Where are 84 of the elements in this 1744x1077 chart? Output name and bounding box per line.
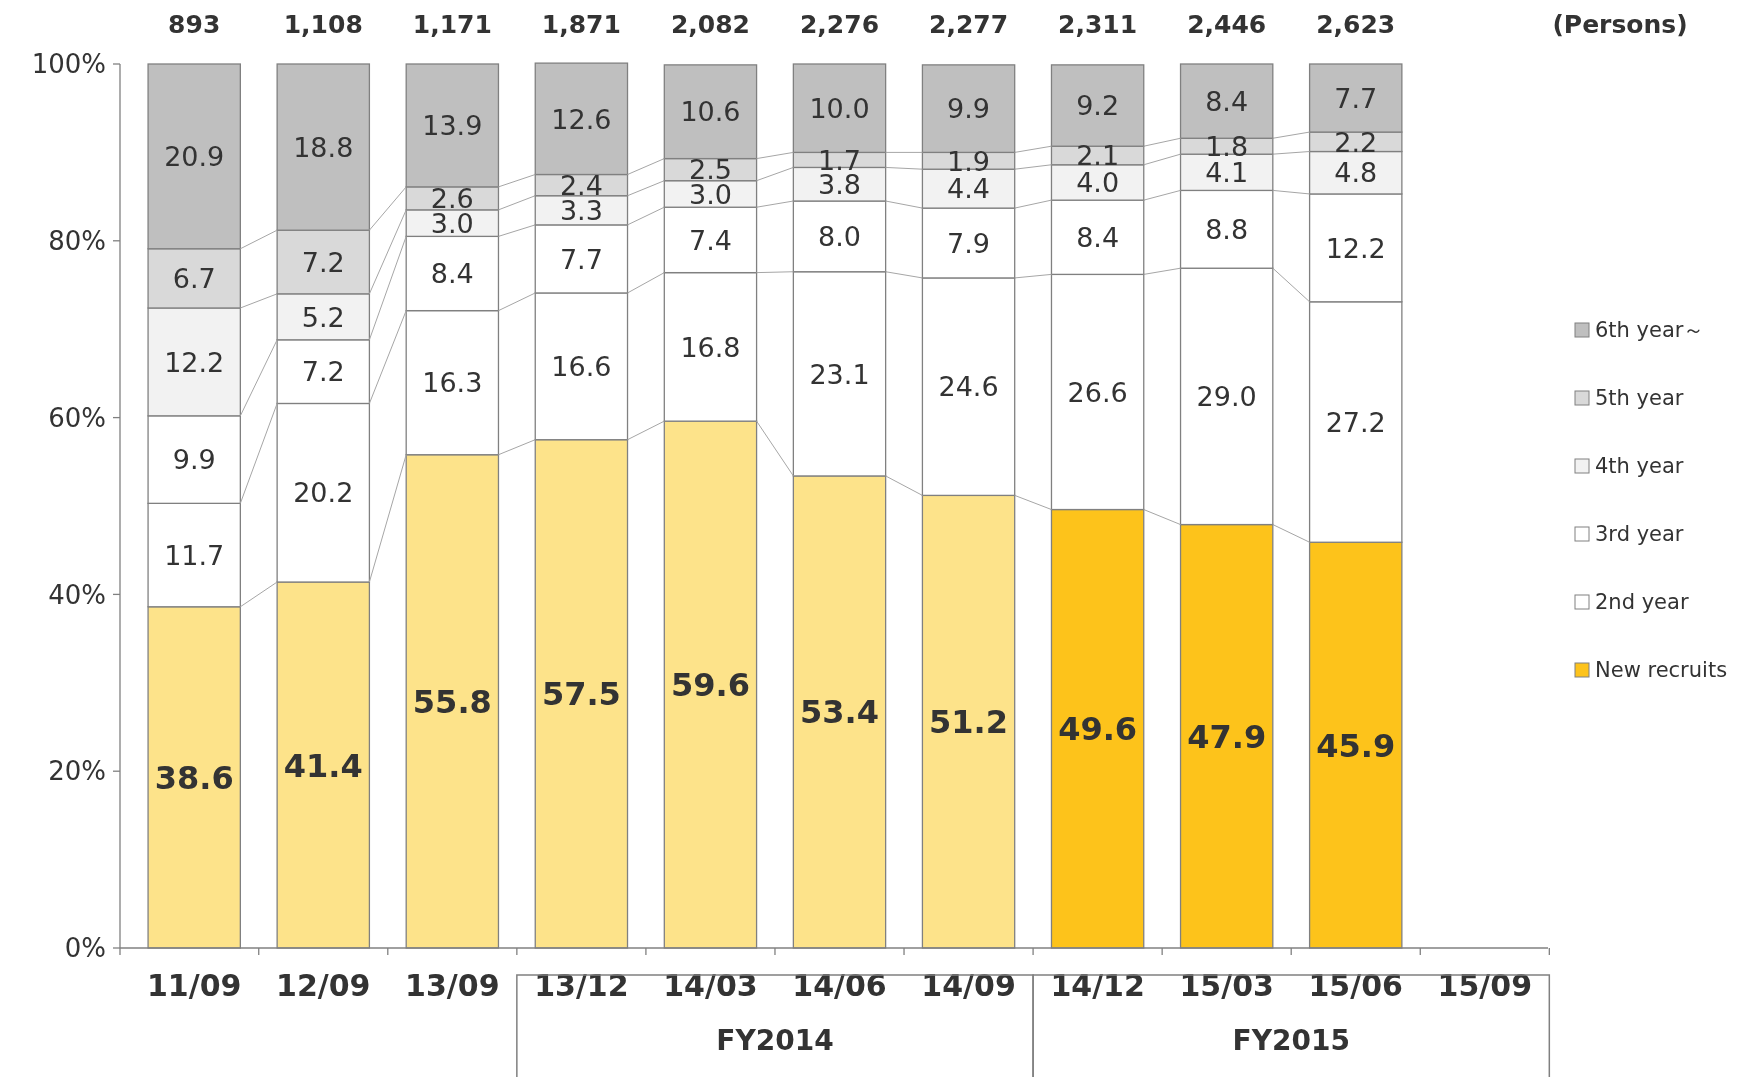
data-label: 41.4	[283, 746, 363, 785]
data-label: 3.0	[688, 178, 732, 210]
y-tick-label: 40%	[48, 579, 106, 610]
text: FY2014	[716, 1024, 834, 1057]
legend-label: New recruits	[1595, 658, 1728, 683]
data-label: 16.6	[551, 351, 612, 383]
data-label: 7.9	[947, 227, 991, 259]
data-label: 6.7	[172, 263, 216, 295]
text: 2,082	[670, 9, 750, 39]
text: 1,871	[541, 9, 621, 39]
data-label: 20.2	[293, 477, 354, 509]
data-label: 29.0	[1196, 381, 1257, 413]
x-tick-label: 14/12	[1050, 968, 1145, 1003]
data-label: 59.6	[670, 666, 750, 705]
data-label: 5.2	[301, 301, 345, 333]
data-label: 7.2	[301, 246, 345, 278]
data-label: 16.8	[680, 331, 741, 363]
x-tick-label: 13/12	[534, 968, 629, 1003]
data-label: 3.0	[430, 207, 474, 239]
data-label: 57.5	[541, 675, 621, 714]
legend-label: 6th year～	[1595, 318, 1705, 343]
x-tick-label: 14/09	[921, 968, 1016, 1003]
text: (Persons)	[1552, 9, 1688, 39]
data-label: 20.9	[164, 141, 225, 173]
data-label: 18.8	[293, 131, 354, 163]
data-label: 7.4	[688, 224, 732, 256]
y-tick-label: 100%	[31, 49, 106, 80]
data-label: 9.2	[1076, 90, 1120, 122]
data-label: 10.6	[680, 96, 741, 128]
data-label: 55.8	[412, 682, 492, 721]
x-tick-label: 15/03	[1179, 968, 1274, 1003]
x-tick-label: 12/09	[276, 968, 371, 1003]
data-label: 47.9	[1187, 717, 1267, 756]
data-label: 8.8	[1205, 214, 1249, 246]
text: 2,623	[1316, 9, 1396, 39]
data-label: 8.4	[1076, 221, 1120, 253]
x-tick-label: 13/09	[405, 968, 500, 1003]
data-label: 23.1	[809, 358, 870, 390]
text: 1,171	[412, 9, 492, 39]
data-label: 12.2	[1325, 232, 1386, 264]
x-tick-label: 14/03	[663, 968, 758, 1003]
legend-label: 5th year	[1595, 386, 1684, 411]
data-label: 8.0	[818, 221, 861, 253]
data-label: 8.4	[430, 258, 474, 290]
legend-label: 4th year	[1595, 454, 1684, 479]
text: 893	[168, 9, 221, 39]
x-tick-label: 15/06	[1308, 968, 1403, 1003]
y-tick-label: 80%	[48, 225, 106, 256]
y-tick-label: 20%	[48, 756, 106, 787]
data-label: 51.2	[929, 703, 1009, 742]
data-label: 13.9	[422, 110, 483, 142]
data-label: 24.6	[938, 371, 999, 403]
data-label: 45.9	[1316, 726, 1396, 765]
data-label: 26.6	[1067, 376, 1128, 408]
data-label: 38.6	[154, 758, 234, 797]
text: 2,276	[799, 9, 880, 39]
text: FY2015	[1232, 1024, 1350, 1057]
data-label: 53.4	[800, 693, 879, 732]
text: 2,277	[929, 9, 1009, 39]
x-tick-label: 14/06	[792, 968, 887, 1003]
text: 2,311	[1058, 9, 1138, 39]
y-tick-label: 60%	[48, 402, 106, 433]
data-label: 27.2	[1325, 406, 1386, 438]
data-label: 7.7	[559, 243, 603, 275]
y-tick-label: 0%	[64, 933, 106, 964]
legend-label: 2nd year	[1595, 590, 1689, 615]
data-label: 9.9	[947, 93, 991, 125]
legend-label: 3rd year	[1595, 522, 1684, 547]
data-label: 9.9	[172, 444, 216, 476]
x-tick-label: 11/09	[146, 968, 242, 1003]
data-label: 12.6	[551, 103, 612, 135]
data-label: 11.7	[164, 539, 225, 571]
data-label: 10.0	[809, 92, 870, 124]
data-label: 8.4	[1205, 85, 1249, 117]
data-label: 7.2	[301, 356, 345, 388]
data-label: 12.2	[164, 346, 225, 378]
data-label: 7.7	[1334, 82, 1378, 114]
data-label: 16.3	[422, 367, 483, 399]
data-label: 2.2	[1334, 126, 1378, 158]
data-label: 4.8	[1334, 157, 1378, 189]
text: 2,446	[1187, 9, 1267, 39]
x-tick-label: 15/09	[1437, 968, 1533, 1003]
text: 1,108	[283, 9, 363, 39]
data-label: 49.6	[1058, 710, 1138, 749]
